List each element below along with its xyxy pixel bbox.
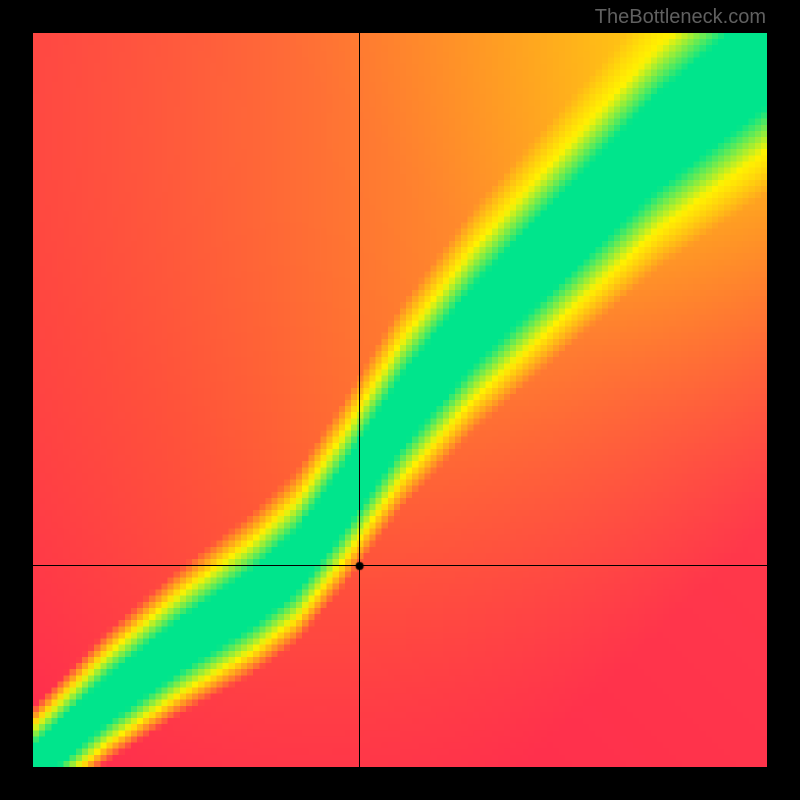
crosshair-point (33, 33, 767, 767)
crosshair-horizontal (33, 565, 767, 566)
frame: TheBottleneck.com (0, 0, 800, 800)
plot-area (33, 33, 767, 767)
crosshair-vertical (359, 33, 360, 767)
watermark-text: TheBottleneck.com (595, 6, 766, 29)
